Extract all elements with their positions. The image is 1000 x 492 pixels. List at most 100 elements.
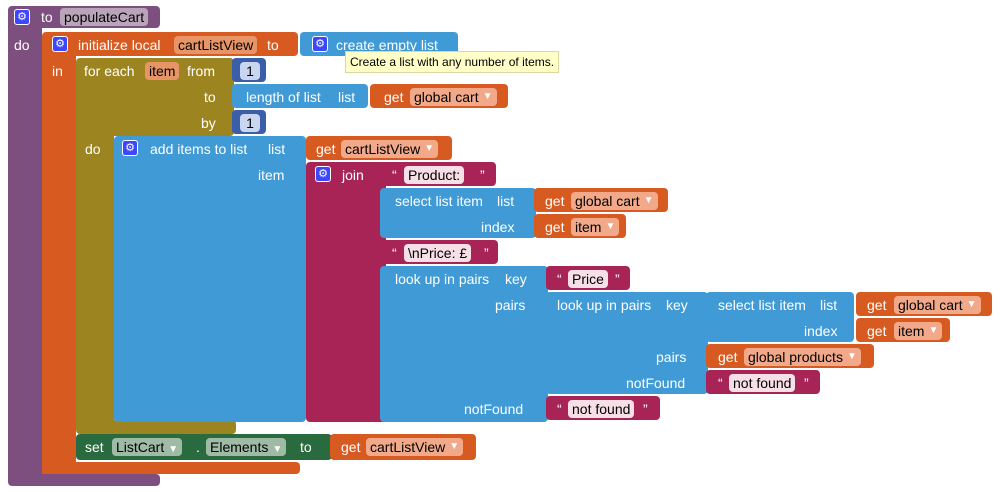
for-each-to-label: to [204,89,216,105]
length-list-socket-label: list [338,89,356,105]
quote-close: ” [804,375,809,391]
chevron-down-icon: ▼ [168,444,179,455]
property-dropdown[interactable]: Elements ▼ [206,438,287,456]
chevron-down-icon: ▼ [272,444,283,455]
length-of-list-label: length of list [246,89,321,105]
gear-icon[interactable]: ⚙ [122,140,138,156]
lookup-key-label: key [505,271,527,287]
text-field-price-key[interactable]: Price [568,270,608,288]
quote-open: “ [718,375,723,391]
initialize-to-label: to [267,37,279,53]
join-label: join [342,167,364,183]
for-each-var-field[interactable]: item [145,62,180,80]
dropdown-value: Elements [210,439,269,455]
set-label: set [85,439,104,455]
for-each-do-label: do [85,141,101,157]
get-label: get [718,349,738,365]
local-var-dropdown[interactable]: cartListView ▼ [366,438,464,456]
initialize-local-label: initialize local [78,37,161,53]
global-var-dropdown[interactable]: global cart ▼ [410,88,497,106]
length-of-list-block[interactable] [232,84,368,108]
global-var-dropdown[interactable]: global products ▼ [744,348,861,366]
chevron-down-icon: ▼ [449,441,460,452]
dropdown-value: global cart [414,89,479,105]
gear-icon[interactable]: ⚙ [14,9,30,25]
local-var-dropdown[interactable]: cartListView ▼ [341,140,439,158]
select-list-label: list [497,193,515,209]
text-field-product[interactable]: Product: [404,166,465,184]
quote-open: “ [392,167,397,183]
quote-close: ” [643,401,648,417]
procedure-body-bar [8,24,42,484]
lookup-pairs-label: pairs [495,297,526,313]
dropdown-value: cartListView [345,141,421,157]
quote-close: ” [480,167,485,183]
lookup-label: look up in pairs [395,271,490,287]
select-list-item-label: select list item [395,193,483,209]
global-var-dropdown[interactable]: global cart ▼ [571,192,658,210]
text-field-notfound[interactable]: not found [568,400,635,418]
for-each-by-label: by [201,115,216,131]
lookup-inner-notfound-label: notFound [626,375,686,391]
lookup-inner-key-label: key [666,297,688,313]
add-items-item-label: item [258,167,285,183]
lookup-inner-label: look up in pairs [557,297,652,313]
for-each-body-bar [76,130,114,430]
lookup-in-pairs-inner-block[interactable] [546,292,708,394]
chevron-down-icon: ▼ [605,221,616,232]
component-dropdown[interactable]: ListCart ▼ [112,438,183,456]
quote-close: ” [484,245,489,261]
by-number-field[interactable]: 1 [240,114,260,132]
lookup-notfound-label: notFound [464,401,524,417]
quote-open: “ [557,271,562,287]
for-each-label: for each [84,63,135,79]
join-block[interactable] [306,162,386,422]
chevron-down-icon: ▼ [482,91,493,102]
select-list-item-block-inner[interactable] [706,292,854,342]
dropdown-value: item [575,219,602,235]
set-to-label: to [300,439,312,455]
dropdown-value: item [898,323,925,339]
gear-icon[interactable]: ⚙ [315,166,331,182]
select-list-label: list [820,297,838,313]
chevron-down-icon: ▼ [966,299,977,310]
get-label: get [316,141,336,157]
text-field-notfound-inner[interactable]: not found [729,374,796,392]
dropdown-value: global cart [898,297,963,313]
item-var-dropdown[interactable]: item ▼ [894,322,943,340]
get-label: get [384,89,404,105]
text-field-price-label[interactable]: \nPrice: £ [404,244,472,262]
tooltip: Create a list with any number of items. [345,51,560,73]
for-each-from-label: from [187,63,215,79]
add-items-label: add items to list [150,141,248,157]
local-var-name-field[interactable]: cartListView [174,36,258,54]
create-empty-list-label: create empty list [336,37,438,53]
chevron-down-icon: ▼ [424,143,435,154]
initialize-local-body-bar [42,52,76,474]
from-number-field[interactable]: 1 [240,62,260,80]
lookup-in-pairs-block[interactable] [380,266,548,422]
get-label: get [545,193,565,209]
gear-icon[interactable]: ⚙ [52,36,68,52]
get-label: get [545,219,565,235]
initialize-in-label: in [52,63,63,79]
dropdown-value: cartListView [370,439,446,455]
quote-open: “ [557,401,562,417]
for-each-footer [76,420,236,434]
quote-open: “ [392,245,397,261]
procedure-do-label: do [14,37,30,53]
get-label: get [341,439,361,455]
procedure-footer [8,474,160,486]
chevron-down-icon: ▼ [846,351,857,362]
select-list-item-block[interactable] [380,188,536,238]
chevron-down-icon: ▼ [928,325,939,336]
add-items-to-list-block[interactable] [114,136,306,422]
add-items-list-label: list [268,141,286,157]
item-var-dropdown[interactable]: item ▼ [571,218,620,236]
procedure-name-field[interactable]: populateCart [60,8,149,26]
lookup-inner-pairs-label: pairs [656,349,687,365]
select-list-item-label: select list item [718,297,806,313]
gear-icon[interactable]: ⚙ [312,36,328,52]
quote-close: ” [615,271,620,287]
global-var-dropdown[interactable]: global cart ▼ [894,296,981,314]
